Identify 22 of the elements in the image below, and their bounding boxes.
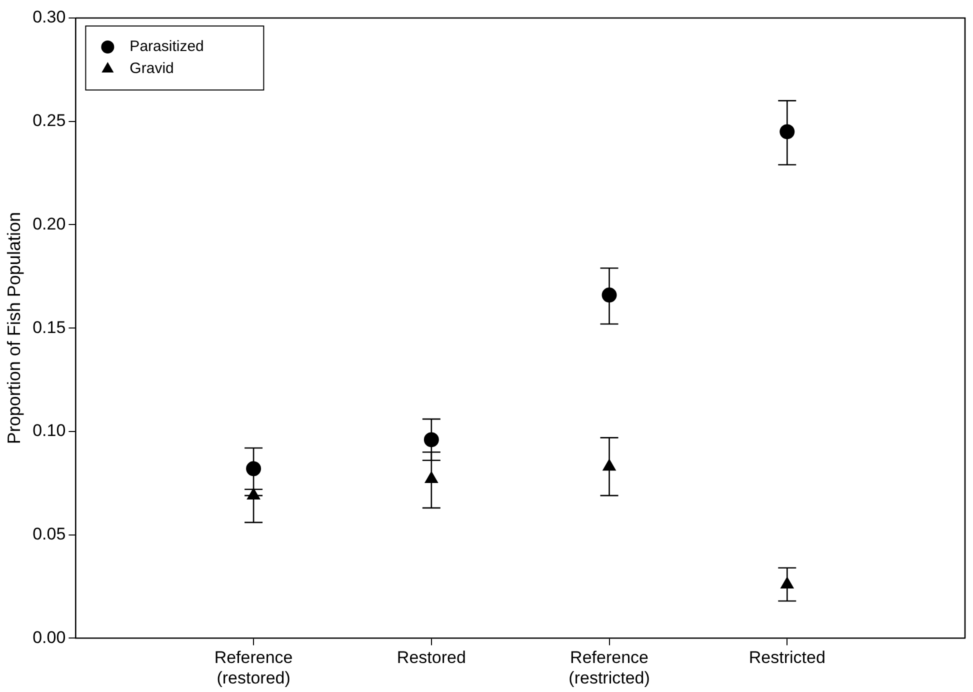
x-tick-label: Restored: [396, 648, 466, 668]
legend-label: Parasitized: [130, 38, 204, 56]
y-tick-label: 0.15: [32, 318, 66, 337]
point: [780, 124, 795, 140]
y-axis-title: Proportion of Fish Population: [4, 212, 24, 444]
y-tick-label: 0.10: [32, 421, 66, 440]
legend-label: Gravid: [130, 60, 174, 78]
y-tick-label: 0.05: [32, 524, 66, 544]
y-tick-label: 0.00: [32, 628, 66, 647]
y-tick-label: 0.30: [32, 8, 66, 27]
y-tick-label: 0.25: [32, 111, 66, 130]
point: [246, 488, 260, 500]
y-tick-label: 0.20: [32, 214, 66, 234]
point: [424, 432, 439, 448]
x-tick-label: Restricted: [748, 648, 826, 668]
point: [602, 459, 616, 471]
x-tick-label: Reference (restored): [214, 648, 293, 688]
point: [602, 288, 617, 303]
point: [780, 576, 794, 588]
point: [246, 461, 262, 476]
point: [424, 472, 438, 484]
x-tick-label: Reference (restricted): [568, 648, 650, 688]
